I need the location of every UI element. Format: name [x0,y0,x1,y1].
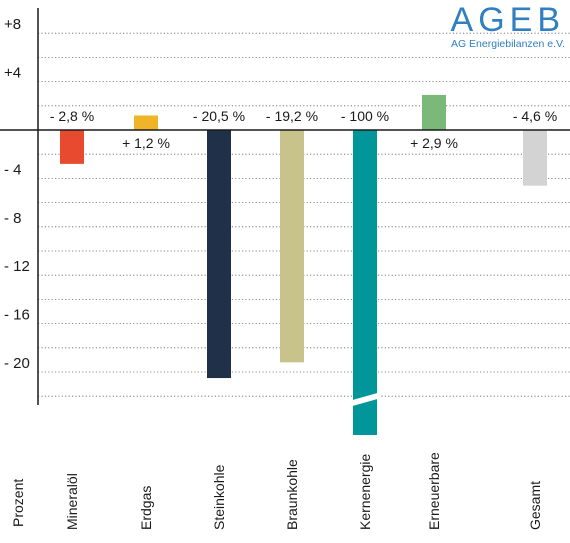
bar-mineralöl [60,130,84,164]
axis-break-mark [349,392,381,407]
logo: AGEB AG Energiebilanzen e.V. [451,1,565,50]
bar-braunkohle [280,130,304,363]
data-label: + 1,2 % [122,135,170,151]
category-labels: Mineralöl Erdgas Steinkohle Braunkohle Kerne… [64,452,543,530]
bar-erdgas [134,115,158,130]
data-label: + 2,9 % [410,135,458,151]
data-label: - 20,5 % [193,108,245,124]
category-label: Braunkohle [284,459,300,530]
bar-kernenergie [353,130,377,435]
category-label: Steinkohle [211,464,227,530]
y-tick-label: - 20 [4,355,30,372]
data-labels: - 2,8 % + 1,2 % - 20,5 % - 19,2 % - 100 % + 2… [50,108,557,151]
bar-gesamt [523,130,547,186]
data-label: - 2,8 % [50,108,94,124]
category-label: Kernenergie [357,454,373,530]
category-label: Erdgas [138,486,154,530]
data-label: - 19,2 % [266,108,318,124]
bar-steinkohle [207,130,231,379]
bar-erneuerbare [422,94,446,130]
y-tick-label: +8 [4,16,21,33]
y-tick-label: - 4 [4,161,22,178]
category-label: Mineralöl [64,473,80,530]
y-tick-label: - 12 [4,258,30,275]
category-label: Gesamt [527,481,543,530]
category-label: Erneuerbare [426,452,442,530]
y-tick-label: +4 [4,65,21,82]
logo-title: AGEB [451,1,565,39]
data-label: - 4,6 % [513,108,557,124]
y-axis-label: Prozent [10,479,26,527]
data-label: - 100 % [341,108,389,124]
y-axis-ticks: +8 +4 - 4 - 8 - 12 - 16 - 20 [4,16,30,372]
y-tick-label: - 8 [4,210,22,227]
logo-subtitle: AG Energiebilanzen e.V. [451,38,565,50]
y-tick-label: - 16 [4,307,30,324]
bars [60,94,547,435]
